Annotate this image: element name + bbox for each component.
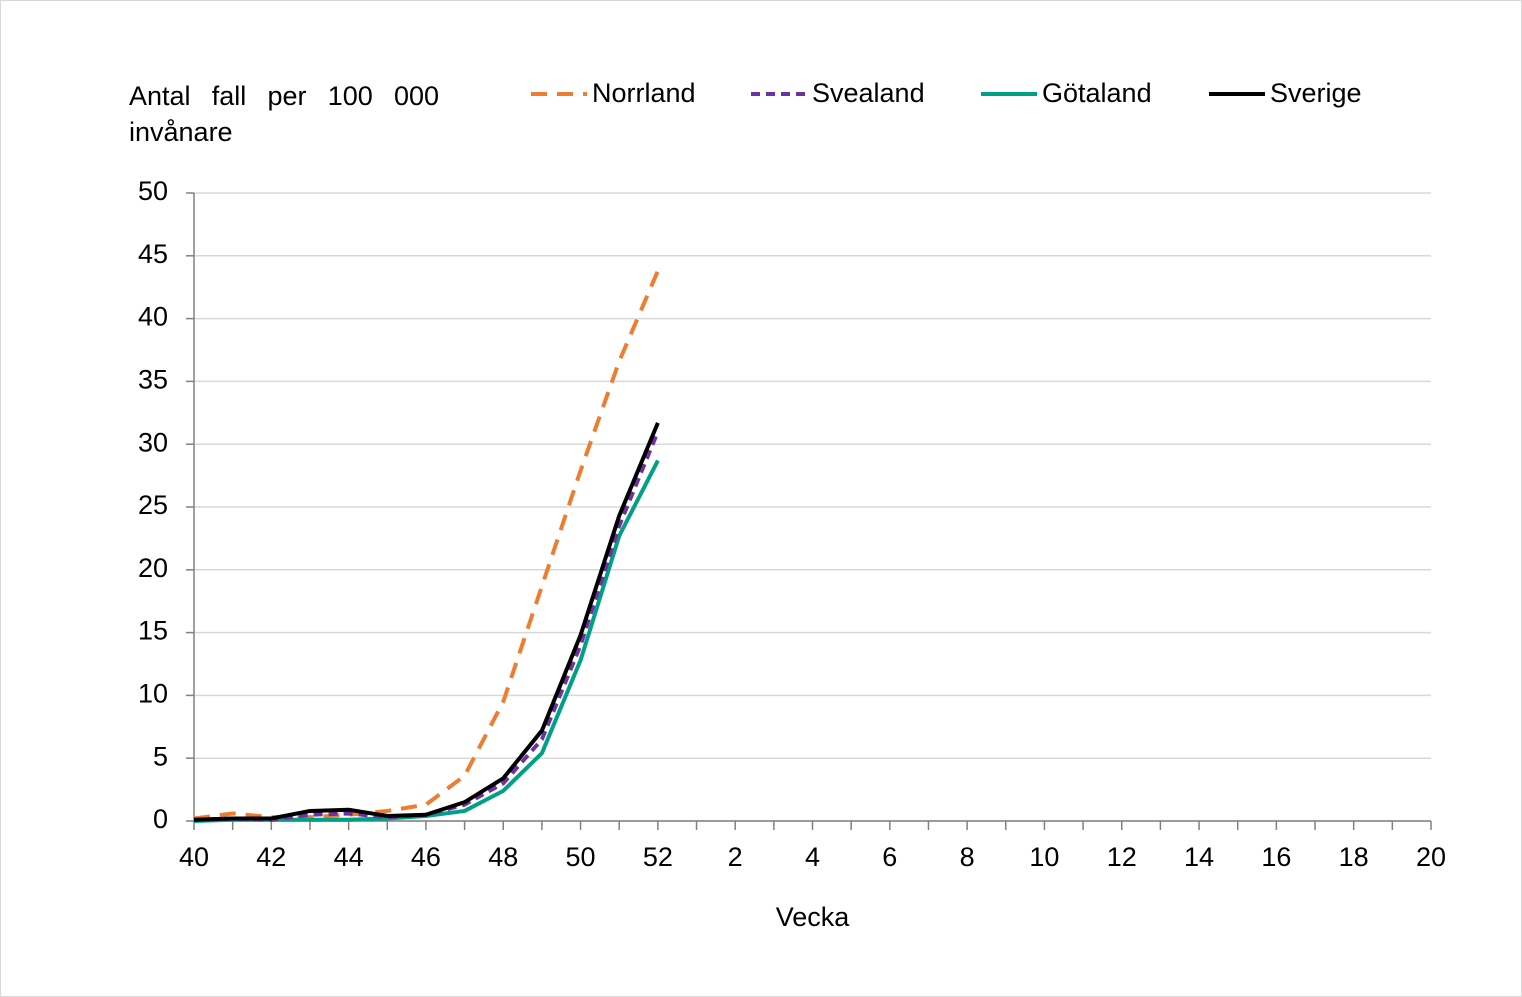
x-tick-label: 8 <box>960 842 975 872</box>
y-tick-label: 50 <box>138 176 168 206</box>
legend-label: Svealand <box>812 78 925 108</box>
legend-label: Norrland <box>592 78 696 108</box>
x-tick-label: 4 <box>805 842 820 872</box>
y-tick-label: 20 <box>138 553 168 583</box>
x-tick-label: 18 <box>1339 842 1369 872</box>
x-tick-label: 44 <box>334 842 364 872</box>
y-axis-title: Antal fall per 100 000 invånare <box>129 81 439 147</box>
x-tick-label: 14 <box>1184 842 1214 872</box>
x-tick-label: 6 <box>882 842 897 872</box>
series-line <box>193 270 660 821</box>
series-line <box>193 430 660 822</box>
y-tick-label: 0 <box>153 804 168 834</box>
legend-label: Sverige <box>1270 78 1362 108</box>
x-tick-label: 42 <box>256 842 286 872</box>
series-line <box>193 422 660 822</box>
y-tick-label: 15 <box>138 616 168 646</box>
x-tick-label: 40 <box>179 842 209 872</box>
x-tick-label: 46 <box>411 842 441 872</box>
x-tick-label: 10 <box>1029 842 1059 872</box>
x-tick-label: 2 <box>728 842 743 872</box>
x-tick-label: 52 <box>643 842 673 872</box>
x-tick-label: 48 <box>488 842 518 872</box>
y-tick-label: 5 <box>153 741 168 771</box>
legend-label: Götaland <box>1042 78 1152 108</box>
y-tick-label: 40 <box>138 302 168 332</box>
x-tick-label: 20 <box>1416 842 1446 872</box>
series-line <box>193 459 660 823</box>
y-tick-label: 25 <box>138 490 168 520</box>
y-tick-label: 30 <box>138 427 168 457</box>
y-tick-label: 10 <box>138 679 168 709</box>
x-tick-label: 50 <box>566 842 596 872</box>
x-tick-label: 16 <box>1261 842 1291 872</box>
x-axis-title: Vecka <box>776 902 851 932</box>
x-tick-label: 12 <box>1107 842 1137 872</box>
y-tick-label: 35 <box>138 365 168 395</box>
y-tick-label: 45 <box>138 239 168 269</box>
